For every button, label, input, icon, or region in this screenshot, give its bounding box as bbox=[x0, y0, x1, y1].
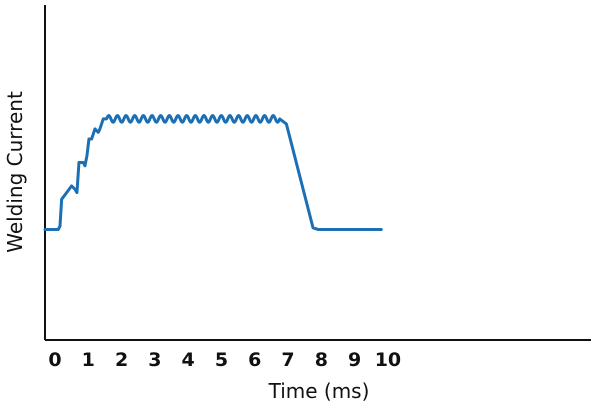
y-axis-title: Welding Current bbox=[3, 91, 27, 253]
x-axis-title: Time (ms) bbox=[268, 379, 370, 403]
x-tick-label: 5 bbox=[215, 349, 228, 371]
x-tick-label: 1 bbox=[82, 349, 95, 371]
x-tick-label: 10 bbox=[375, 349, 401, 371]
x-tick-label: 4 bbox=[182, 349, 195, 371]
x-tick-label: 8 bbox=[315, 349, 328, 371]
axes bbox=[44, 5, 591, 341]
x-tick-label: 9 bbox=[348, 349, 361, 371]
series-line-0 bbox=[43, 114, 383, 231]
x-tick-labels: 0 1 2 3 4 5 6 7 8 9 10 bbox=[48, 349, 401, 371]
series-layer bbox=[43, 114, 383, 231]
x-tick-label: 2 bbox=[115, 349, 128, 371]
x-tick-label: 6 bbox=[248, 349, 261, 371]
x-tick-label: 7 bbox=[281, 349, 294, 371]
x-tick-label: 0 bbox=[48, 349, 61, 371]
x-tick-label: 3 bbox=[148, 349, 161, 371]
